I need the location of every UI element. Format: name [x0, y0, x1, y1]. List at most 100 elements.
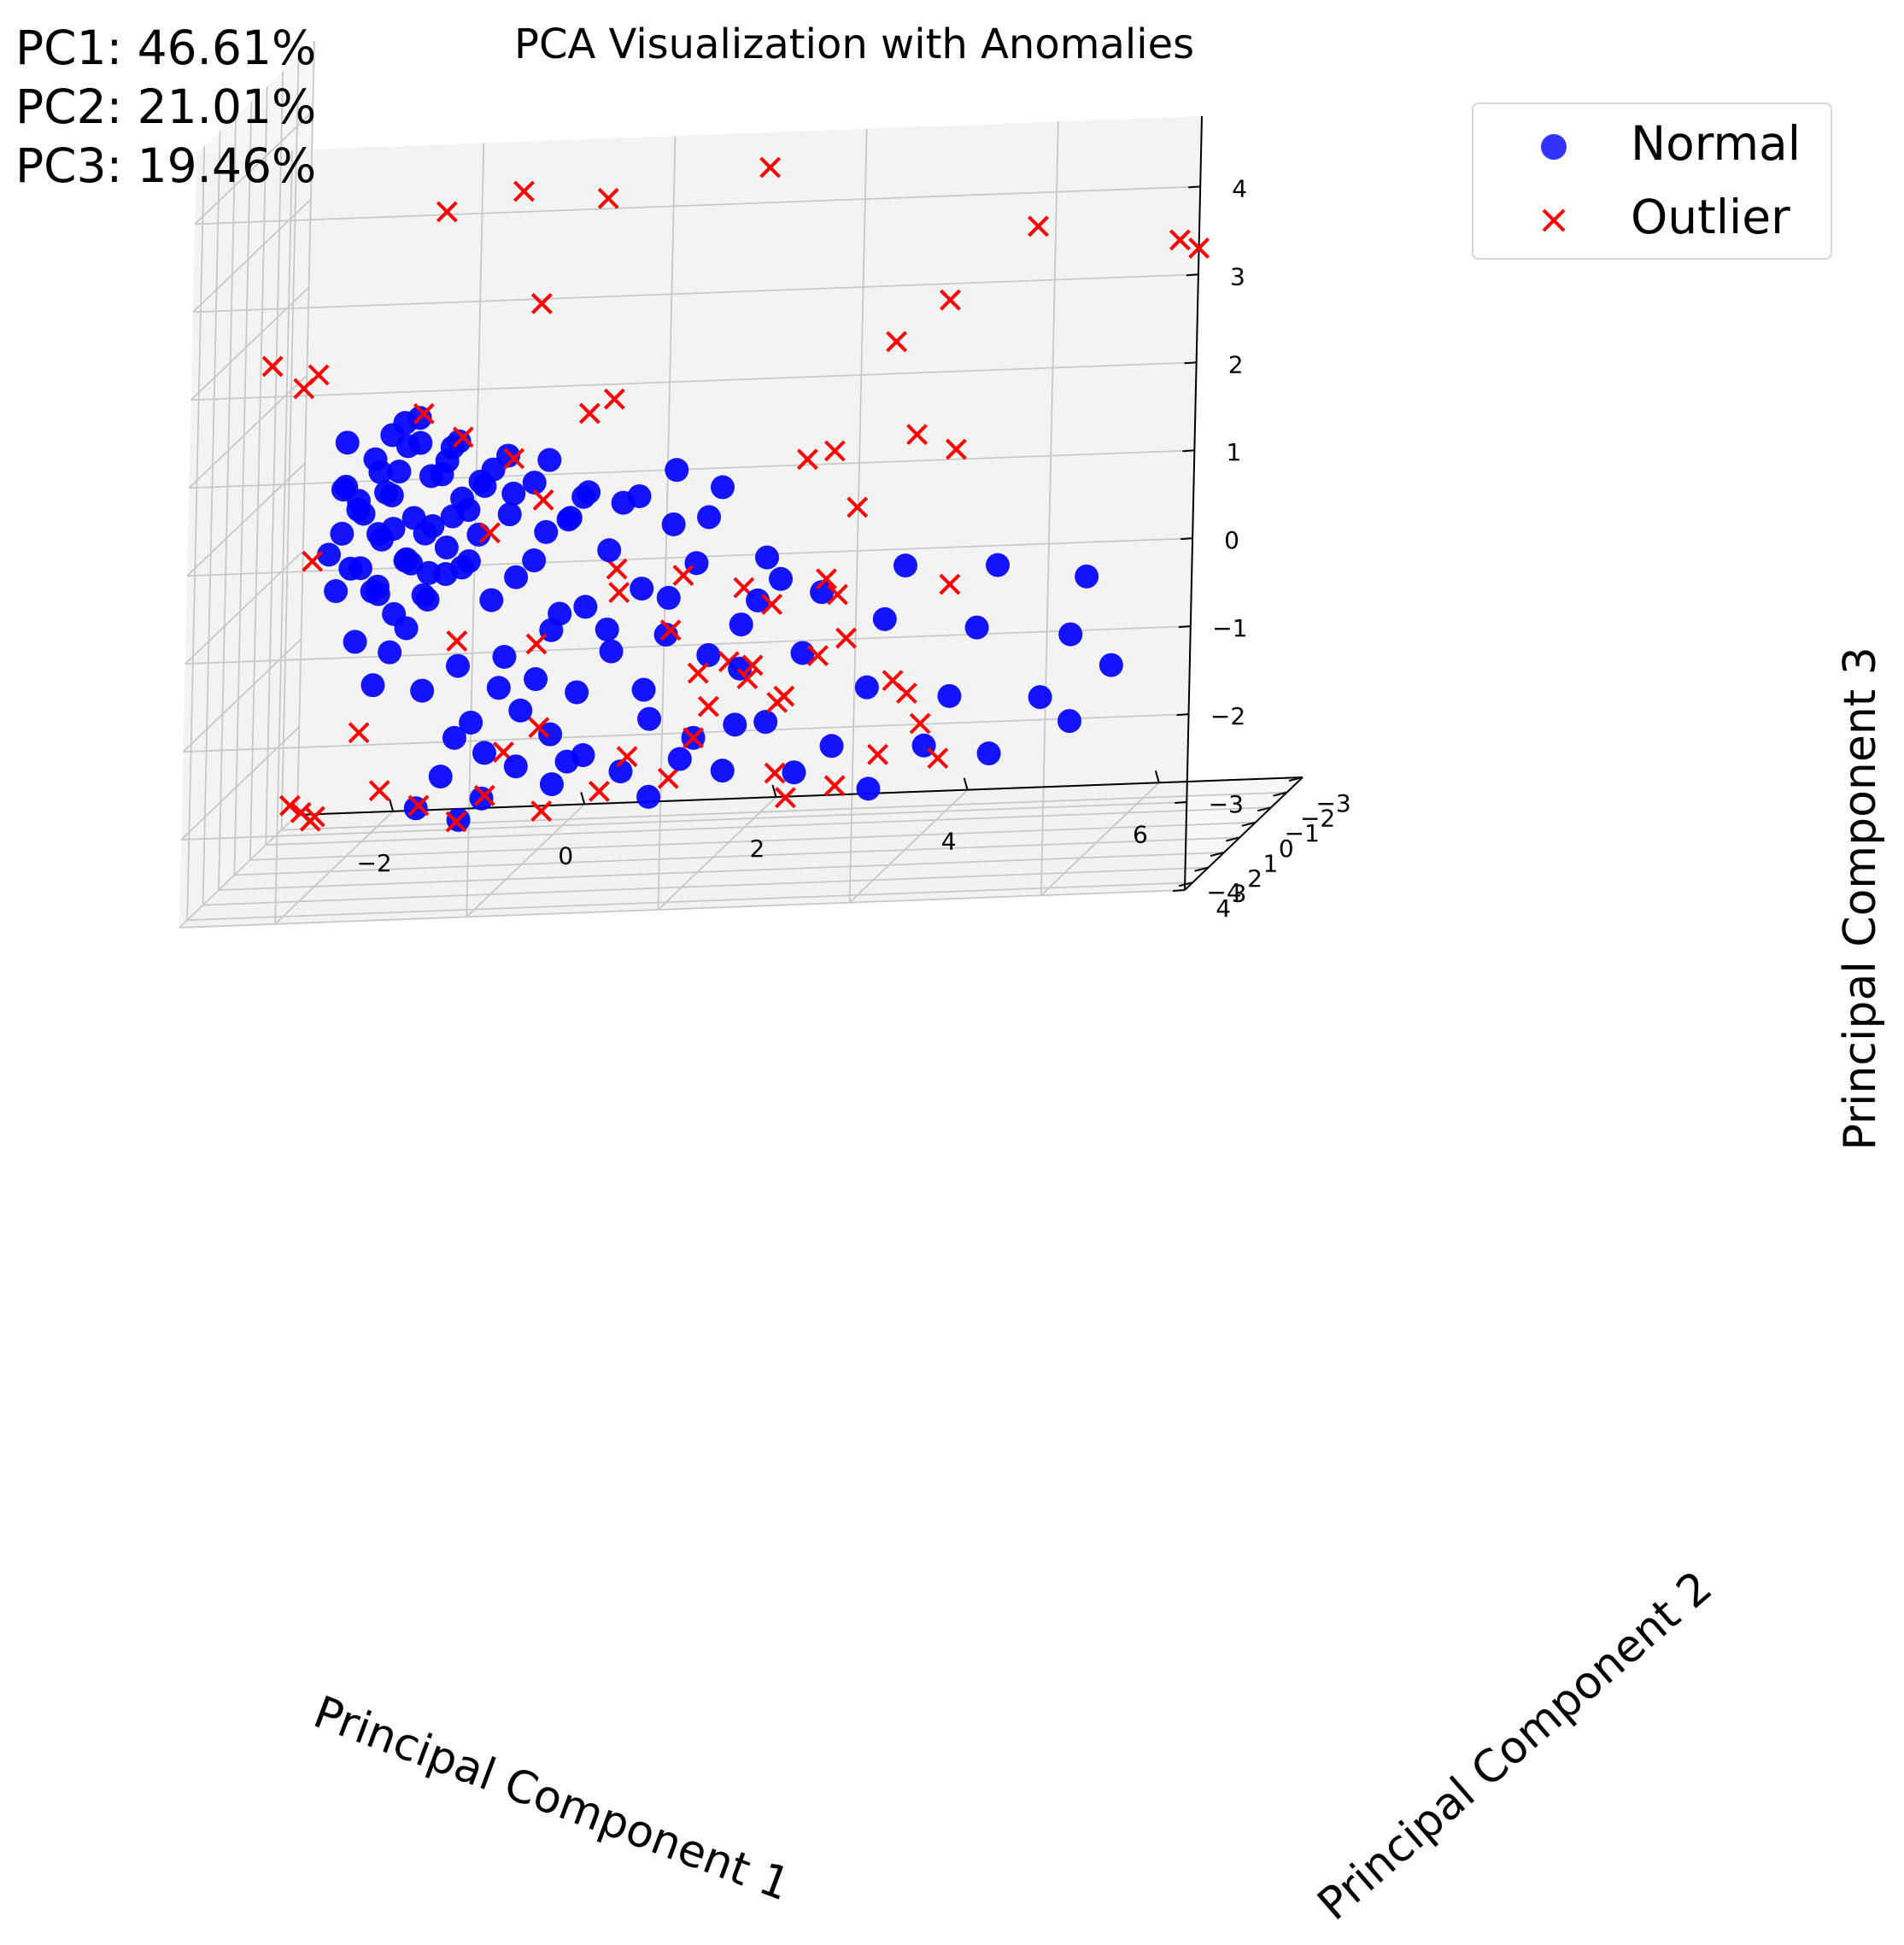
grid-line-z-left [192, 198, 312, 313]
normal-point [729, 612, 753, 637]
outlier-point [764, 762, 786, 784]
normal-point [697, 505, 722, 530]
grid-line-y-left [280, 56, 300, 830]
normal-point [571, 484, 596, 509]
outlier-point [867, 743, 888, 765]
outlier-point [302, 550, 324, 572]
outlier-point [530, 292, 553, 314]
z-tick-label: 4 [1232, 174, 1247, 202]
pc2-variance: PC2: 21.01% [15, 79, 317, 134]
normal-point [769, 566, 794, 591]
chart-title: PCA Visualization with Anomalies [514, 21, 1195, 68]
grid-line-x-back [274, 149, 293, 924]
grid-line-y-floor [218, 852, 1225, 891]
outlier-point [697, 695, 719, 718]
outlier-point [775, 787, 796, 809]
outlier-point [278, 794, 301, 817]
normal-point [379, 483, 404, 507]
normal-point [665, 458, 689, 483]
normal-point [565, 680, 589, 705]
outlier-point [597, 187, 619, 209]
outlier-point [606, 558, 628, 580]
normal-point [554, 749, 579, 774]
z-tick-mark [1180, 537, 1193, 541]
normal-point [472, 741, 496, 765]
normal-point [631, 677, 656, 702]
y-tick-label: −1 [1285, 819, 1320, 847]
outlier-point [525, 633, 548, 655]
normal-point [856, 776, 881, 801]
normal-point [317, 542, 342, 567]
y-tick-mark [1288, 776, 1304, 782]
outlier-point [906, 424, 928, 446]
normal-point [711, 475, 735, 500]
grid-line-z-back [192, 273, 1198, 313]
z-tick-mark [1178, 625, 1191, 629]
normal-point [728, 656, 753, 681]
y-tick-label: 0 [1279, 835, 1294, 863]
grid-line-z-left [180, 726, 300, 841]
legend-item-normal: Normal [1473, 113, 1831, 181]
normal-point [637, 706, 662, 731]
y-axis-line [1184, 776, 1304, 891]
outlier-point [796, 448, 818, 471]
normal-point [399, 551, 424, 576]
z-tick-mark [1188, 185, 1201, 189]
grid-line-z-back [190, 361, 1197, 401]
outlier-point [446, 630, 468, 652]
outlier-point [657, 767, 679, 789]
z-tick-label: 1 [1226, 438, 1241, 466]
normal-point [504, 565, 529, 589]
normal-point [366, 522, 391, 547]
outlier-point [1188, 237, 1210, 259]
grid-line-y-floor [187, 882, 1193, 922]
y-tick-label: 1 [1262, 849, 1278, 877]
grid-line-x-floor [274, 811, 394, 925]
y-tick-label: 3 [1232, 880, 1247, 908]
x-tick-label: 4 [941, 828, 957, 856]
normal-point [433, 562, 458, 587]
outlier-point [479, 522, 501, 544]
grid-line-z-left [188, 374, 308, 489]
normal-point [360, 673, 385, 698]
normal-point [893, 554, 918, 578]
normal-point [556, 507, 581, 532]
normal-point [442, 725, 466, 750]
y-tick-mark [1194, 866, 1209, 872]
x-marker-icon [1542, 208, 1566, 232]
y-tick-mark [1178, 882, 1193, 888]
normal-point [479, 588, 504, 612]
normal-point [522, 548, 547, 573]
normal-point [538, 722, 563, 747]
outlier-point [616, 746, 638, 768]
outlier-point [261, 355, 284, 378]
outlier-point [895, 683, 917, 704]
outlier-point [886, 331, 907, 353]
normal-point [434, 535, 459, 559]
y-tick-label: −2 [1300, 805, 1335, 833]
normal-point [611, 490, 636, 515]
normal-point [394, 616, 419, 641]
outlier-point [766, 691, 788, 713]
normal-point [937, 683, 962, 708]
normal-point [599, 639, 624, 664]
outlier-point [823, 775, 846, 797]
x-tick-label: −2 [356, 849, 391, 877]
x-tick-label: 0 [558, 841, 573, 870]
z-tick-mark [1172, 889, 1186, 892]
outlier-point [473, 784, 495, 806]
grid-line-z-left [185, 550, 304, 665]
grid-line-y-left [265, 71, 284, 846]
outlier-point [303, 806, 325, 828]
normal-point [986, 553, 1011, 577]
grid-line-z-left [190, 286, 310, 401]
outlier-point [445, 811, 467, 833]
grid-line-x-floor [849, 789, 969, 904]
grid-line-y-floor [249, 821, 1256, 861]
outlier-point [741, 654, 764, 677]
grid-line-z-back [195, 185, 1201, 226]
normal-point [446, 653, 471, 678]
